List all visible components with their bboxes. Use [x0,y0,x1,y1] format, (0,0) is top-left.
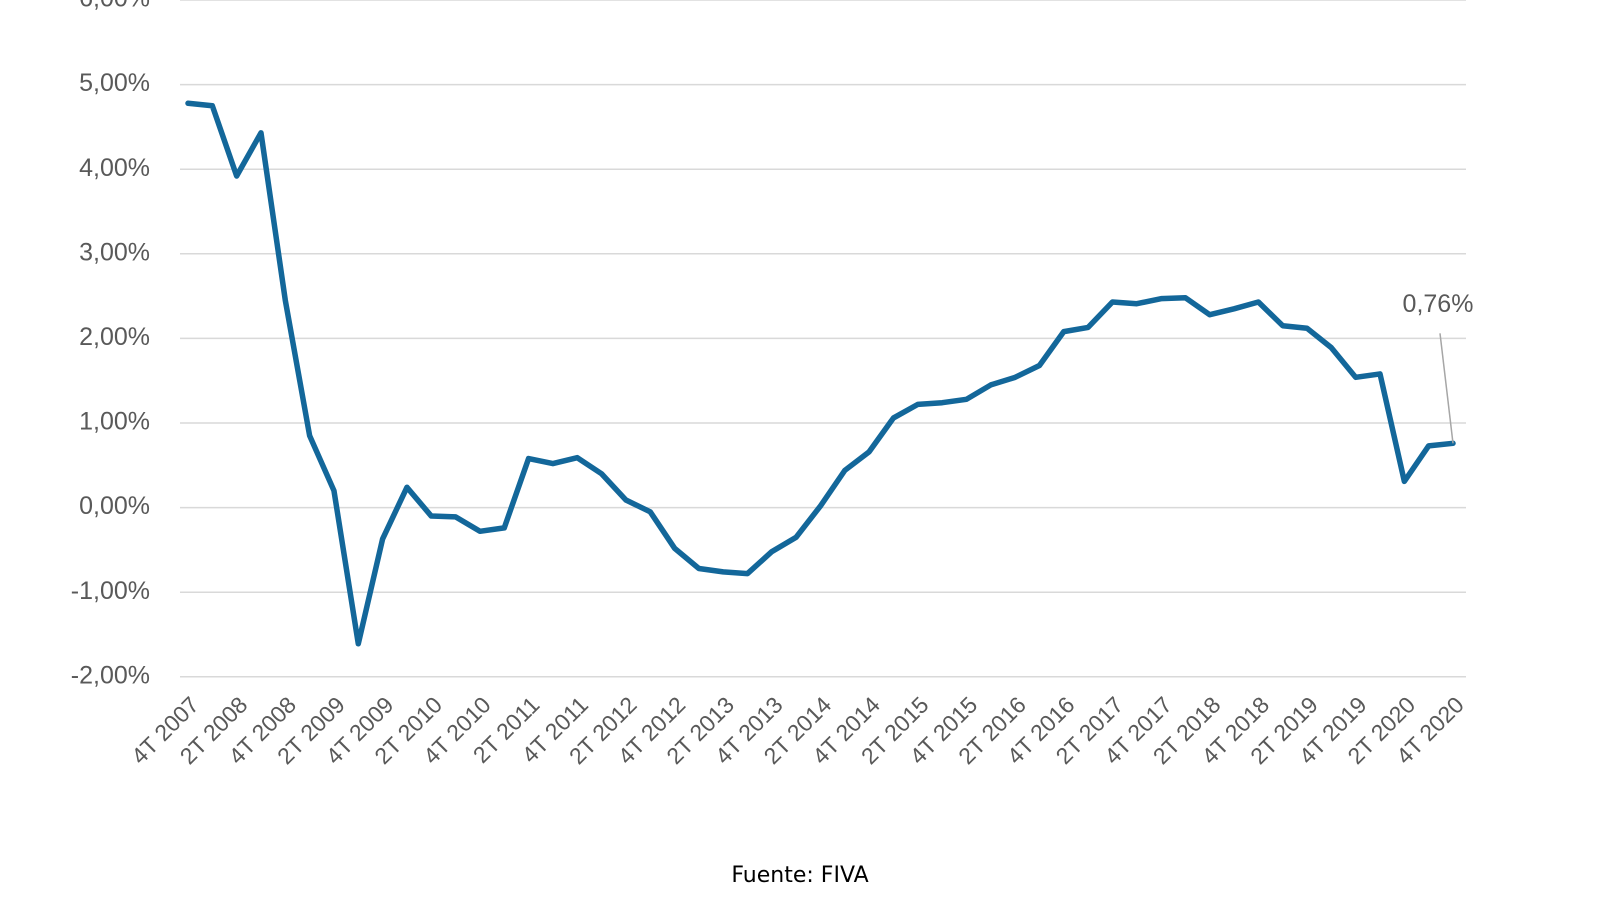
y-tick-label: 4,00% [79,154,150,182]
line [185,100,1456,647]
y-tick-label: 1,00% [79,408,150,436]
y-tick-label: -1,00% [71,577,150,605]
y-tick-label: -2,00% [71,661,150,689]
value-label: 0,76% [1403,290,1474,318]
y-tick-label: 2,00% [79,323,150,351]
y-tick-label: 6,00% [79,0,150,13]
y-tick-label: 3,00% [79,238,150,266]
leader-line [1439,333,1454,444]
source: Fuente: FIVA [731,863,868,888]
y-tick-label: 5,00% [79,69,150,97]
y-tick-label: 0,00% [79,492,150,520]
